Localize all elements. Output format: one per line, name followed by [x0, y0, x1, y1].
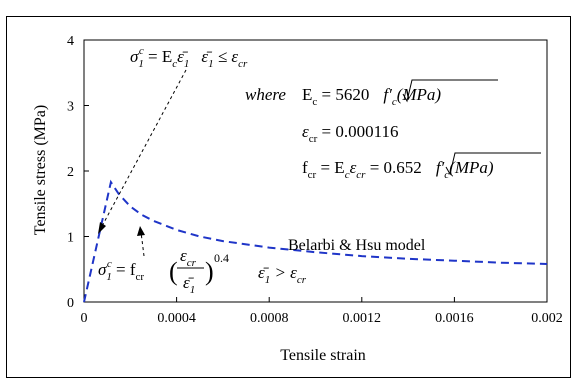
- eq1-rhs2-sub: 1: [184, 58, 190, 70]
- figure-frame: [6, 16, 571, 378]
- eq2-lhs: σ: [98, 260, 107, 279]
- y-tick-label: 0: [67, 296, 74, 311]
- eq2-paren-open: (: [169, 257, 178, 286]
- eq1-cond2-sub: cr: [238, 58, 248, 70]
- y-tick-label: 4: [67, 34, 74, 49]
- eq1-rhs-sub: c: [172, 58, 177, 70]
- ecr-sub: cr: [309, 133, 318, 145]
- eq2: σ1c = fcr: [98, 258, 144, 283]
- arrow2-line: [140, 231, 145, 257]
- fcr-sub: cr: [308, 169, 317, 181]
- eq1-rhs2: ε̄: [177, 47, 189, 66]
- annotation-arrows: [98, 69, 187, 257]
- fcr-lhs: f: [302, 158, 308, 177]
- eq1-sub: 1: [138, 58, 144, 70]
- x-tick-label: 0.002: [531, 311, 563, 326]
- arrow1-head: [98, 222, 106, 234]
- where-word: where: [245, 85, 286, 104]
- fcr-eq: fcr = Ecεcr = 0.652 f′c(MPa): [302, 158, 494, 181]
- arrow2-head: [137, 226, 145, 236]
- eq2-sup: c: [107, 258, 112, 270]
- ec-root-sub: c: [392, 96, 397, 108]
- x-tick-label: 0.0012: [343, 311, 382, 326]
- fcr-rhs-sub: c: [345, 169, 350, 181]
- ecr-rhs: = 0.000116: [317, 122, 398, 141]
- fcr-rhs3: = 0.652: [365, 158, 421, 177]
- x-axis-label: Tensile strain: [280, 347, 366, 364]
- eq1-cond2: ≤ ε: [214, 47, 239, 66]
- eq2-sub: 1: [106, 271, 112, 283]
- fcr-root: f′: [436, 158, 445, 177]
- fcr-rhs2: ε: [350, 158, 357, 177]
- eq1-sup: c: [139, 45, 144, 57]
- eq2-frac-num: εcr: [180, 246, 197, 269]
- x-tick-label: 0.0008: [250, 311, 289, 326]
- eq1-cond-sub: 1: [208, 58, 214, 70]
- ec-root: f′: [383, 85, 392, 104]
- y-tick-label: 2: [67, 165, 74, 180]
- x-tick-label: 0: [81, 311, 88, 326]
- ec-sub: c: [312, 96, 317, 108]
- y-tick-label: 3: [67, 100, 74, 115]
- eq1-cond: ε̄: [201, 47, 213, 66]
- y-axis-label: Tensile stress (MPa): [32, 105, 49, 235]
- axis-ticks: [83, 39, 548, 303]
- ec-eq: Ec = 5620 f′c(MPa): [302, 85, 441, 108]
- y-tick-labels: 0 1 2 3 4: [67, 34, 74, 311]
- x-tick-labels: 0 0.0004 0.0008 0.0012 0.0016 0.002: [81, 311, 563, 326]
- eq2-cond: ε̄1 > εcr: [258, 263, 307, 286]
- model-label: Belarbi & Hsu model: [288, 237, 426, 254]
- ec-lhs: E: [302, 85, 312, 104]
- eq2-rhs-sub: cr: [136, 271, 145, 283]
- ecr-eq: εcr = 0.000116: [302, 122, 398, 145]
- fcr-root-sub: c: [444, 169, 449, 181]
- eq2-rhs: = f: [112, 260, 136, 279]
- fcr-root-unit: (MPa): [449, 158, 494, 177]
- y-tick-label: 1: [67, 231, 74, 246]
- eq1: σ1c = Ecε̄1 ε̄1 ≤ εcr: [130, 45, 248, 70]
- fcr-rhs2-sub: cr: [356, 169, 366, 181]
- eq2-frac-den: ε̄1: [183, 273, 195, 296]
- series-layer: [83, 179, 548, 303]
- x-tick-label: 0.0004: [157, 311, 196, 326]
- fcr-sqrt-sign: [445, 152, 541, 176]
- ec-rhs: = 5620: [317, 85, 369, 104]
- x-tick-label: 0.0016: [435, 311, 474, 326]
- eq1-rhs: = E: [144, 47, 172, 66]
- ec-sqrt-sign: [402, 79, 498, 103]
- series-line: [83, 179, 548, 303]
- eq2-paren-close: ): [205, 257, 214, 286]
- fcr-rhs: = E: [316, 158, 344, 177]
- arrow1-line: [100, 69, 187, 229]
- ecr-lhs: ε: [302, 122, 309, 141]
- eq2-exp: 0.4: [214, 251, 229, 265]
- eq1-lhs: σ: [130, 47, 139, 66]
